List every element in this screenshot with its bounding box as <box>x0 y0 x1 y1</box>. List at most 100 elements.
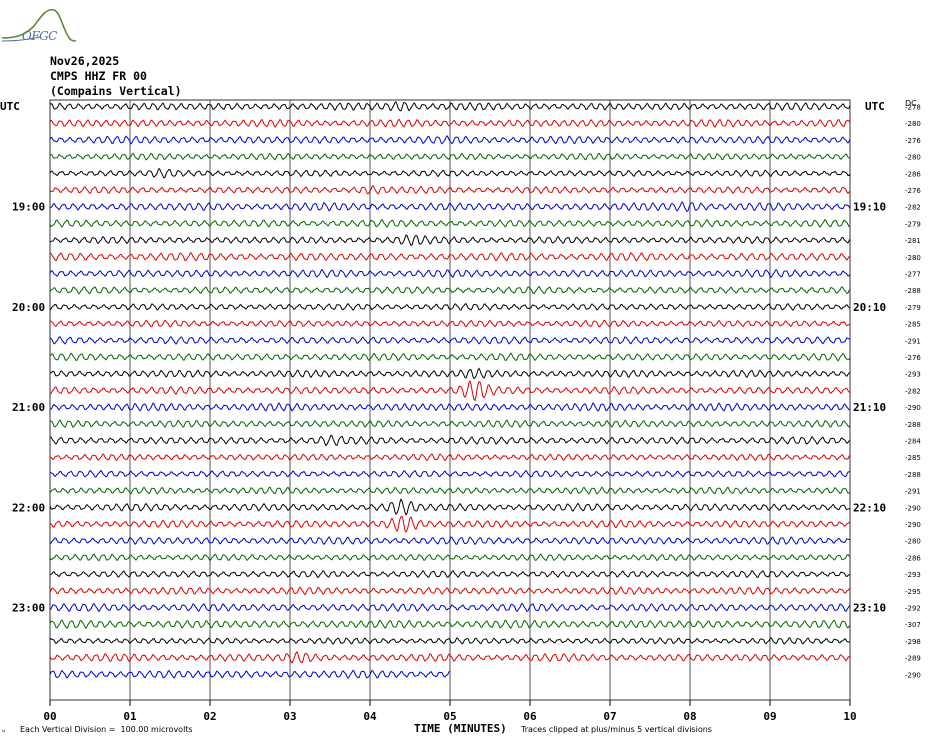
dc-offset-label: -298 <box>905 638 921 646</box>
right-time-label: 20:10 <box>853 301 886 314</box>
right-time-label: 19:10 <box>853 201 886 214</box>
x-tick-label: 05 <box>443 710 456 723</box>
trace-row <box>49 285 851 295</box>
x-tick-label: 01 <box>123 710 137 723</box>
left-time-label: 19:00 <box>12 201 45 214</box>
component-label: (Compains Vertical) <box>50 84 182 98</box>
trace-row <box>49 152 851 161</box>
dc-offset-label: -282 <box>905 204 921 212</box>
trace-row <box>49 515 851 533</box>
trace-row <box>49 234 851 246</box>
dc-offset-label: -286 <box>905 554 921 562</box>
trace-row <box>49 302 851 312</box>
trace-row <box>49 569 851 579</box>
x-tick-label: 08 <box>683 710 696 723</box>
trace-row <box>49 434 851 447</box>
trace-row <box>49 498 851 516</box>
dc-offset-label: -280 <box>905 538 921 546</box>
dc-offset-label: -295 <box>905 588 921 596</box>
trace-row <box>49 352 851 362</box>
dc-offset-label: -280 <box>905 120 921 128</box>
right-time-label: 21:10 <box>853 401 886 414</box>
trace-row <box>49 251 851 262</box>
dc-column-title: DC <box>905 99 917 108</box>
trace-row <box>49 134 851 145</box>
station-label: CMPS HHZ FR 00 <box>50 69 147 83</box>
dc-offset-label: -289 <box>905 655 921 663</box>
dc-offset-label: -286 <box>905 170 921 178</box>
left-axis-title: UTC <box>0 100 20 113</box>
dc-offset-label: -276 <box>905 137 921 145</box>
dc-offset-label: -285 <box>905 321 921 329</box>
trace-row <box>49 379 851 402</box>
trace-row <box>49 650 851 664</box>
dc-offset-label: -291 <box>905 488 921 496</box>
right-time-label: 22:10 <box>853 501 886 514</box>
dc-offset-label: -280 <box>905 154 921 162</box>
x-tick-label: 04 <box>363 710 377 723</box>
x-tick-label: 07 <box>603 710 616 723</box>
dc-offset-label: -290 <box>905 521 921 529</box>
dc-offset-label: -276 <box>905 187 921 195</box>
dc-offset-label: -291 <box>905 337 921 345</box>
dc-offset-label: -278 <box>905 104 921 112</box>
dc-offset-label: -290 <box>905 504 921 512</box>
dc-offset-label: -288 <box>905 421 921 429</box>
dc-offset-label: -288 <box>905 471 921 479</box>
date-label: Nov26,2025 <box>50 54 120 68</box>
trace-row <box>49 118 851 128</box>
x-tick-label: 02 <box>203 710 216 723</box>
trace-row <box>49 536 851 546</box>
dc-offset-label: -288 <box>905 287 921 295</box>
dc-offset-label: -292 <box>905 605 921 613</box>
trace-row <box>49 619 851 630</box>
x-tick-label: 10 <box>843 710 856 723</box>
trace-row <box>49 268 851 279</box>
dc-offset-label: -293 <box>905 571 921 579</box>
dc-offset-label: -282 <box>905 387 921 395</box>
x-axis-title: TIME (MINUTES) <box>414 722 507 735</box>
trace-row <box>49 586 851 596</box>
left-time-label: 23:00 <box>12 602 45 615</box>
right-time-label: 23:10 <box>853 602 886 615</box>
x-tick-label: 00 <box>43 710 56 723</box>
trace-row <box>49 636 851 645</box>
ofgc-logo: OFGC <box>0 4 80 46</box>
dc-offset-label: -284 <box>905 438 921 446</box>
trace-row <box>49 167 851 179</box>
trace-row <box>49 367 851 380</box>
logo-text: OFGC <box>22 29 57 43</box>
trace-row <box>49 669 451 680</box>
trace-row <box>49 419 851 429</box>
dc-offset-label: -293 <box>905 371 921 379</box>
trace-row <box>49 486 851 495</box>
trace-row <box>49 402 851 412</box>
dc-offset-label: -281 <box>905 237 921 245</box>
chart-header: Nov26,2025 CMPS HHZ FR 00 (Compains Vert… <box>50 54 182 99</box>
logo-wave-icon <box>1 8 77 42</box>
dc-offset-label: -307 <box>905 621 921 629</box>
left-time-label: 21:00 <box>12 401 45 414</box>
trace-row <box>49 184 851 195</box>
dc-offset-label: -285 <box>905 454 921 462</box>
trace-row <box>49 201 851 213</box>
dc-offset-label: -276 <box>905 354 921 362</box>
dc-offset-label: -290 <box>905 404 921 412</box>
right-axis-title: UTC <box>865 100 885 113</box>
dc-offset-label: -279 <box>905 220 921 228</box>
x-tick-label: 06 <box>523 710 537 723</box>
trace-row <box>49 602 851 613</box>
trace-row <box>49 218 851 228</box>
left-time-label: 20:00 <box>12 301 45 314</box>
left-time-label: 22:00 <box>12 501 45 514</box>
dc-offset-label: -290 <box>905 671 921 679</box>
trace-row <box>49 336 851 345</box>
trace-row <box>49 101 851 112</box>
clip-note: Traces clipped at plus/minus 5 vertical … <box>521 725 712 734</box>
dc-offset-label: -280 <box>905 254 921 262</box>
dc-offset-label: -277 <box>905 271 921 279</box>
corner-mark: ᵤ <box>2 725 6 734</box>
dc-offset-label: -279 <box>905 304 921 312</box>
x-tick-label: 03 <box>283 710 296 723</box>
